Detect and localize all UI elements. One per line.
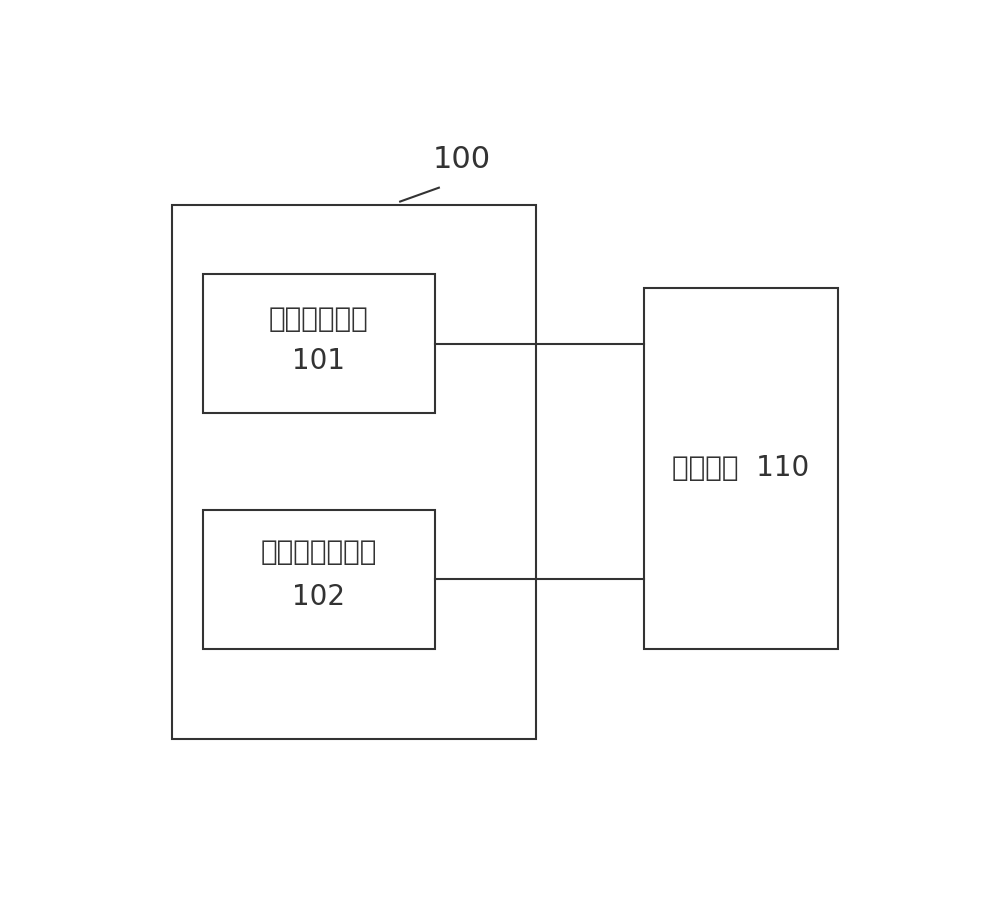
Bar <box>172 205 536 739</box>
Text: 电动变焦组件: 电动变焦组件 <box>269 305 369 333</box>
Bar <box>644 288 838 649</box>
Bar <box>202 274 435 413</box>
Text: 101: 101 <box>292 346 345 375</box>
Bar <box>202 510 435 649</box>
Text: 102: 102 <box>292 582 345 610</box>
Text: 加速度采集组件: 加速度采集组件 <box>261 537 377 565</box>
Text: 控制组件  110: 控制组件 110 <box>672 454 810 482</box>
Text: 100: 100 <box>433 145 491 174</box>
